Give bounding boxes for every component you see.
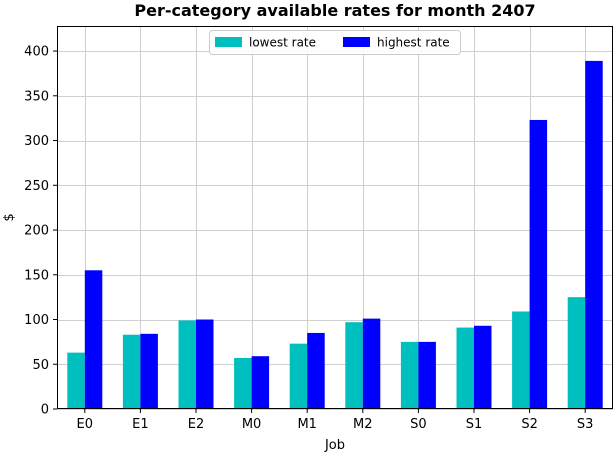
bar-highest-E1 [140, 333, 158, 409]
x-tick-label-E0: E0 [77, 417, 94, 432]
bar-lowest-M0 [234, 357, 252, 409]
x-axis-label: Job [324, 438, 345, 453]
x-tick-label-M0: M0 [242, 417, 262, 432]
y-tick-label-200: 200 [24, 224, 49, 239]
x-axis-ticks: E0 E1 E2 M0 M1 M2 S0 S1 S2 S3 [77, 409, 594, 432]
y-axis-label: $ [2, 213, 17, 221]
legend-label-lowest: lowest rate [249, 36, 316, 50]
y-tick-label-350: 350 [24, 89, 49, 104]
bar-lowest-S3 [567, 297, 586, 409]
y-tick-label-400: 400 [24, 45, 49, 60]
bar-highest-S1 [474, 325, 492, 409]
legend-swatch-highest [343, 37, 370, 47]
x-tick-label-S1: S1 [466, 417, 483, 432]
bar-highest-S3 [585, 60, 603, 409]
chart-title: Per-category available rates for month 2… [134, 1, 535, 20]
x-tick-label-E2: E2 [188, 417, 205, 432]
bar-highest-E2 [196, 319, 214, 409]
x-tick-label-E1: E1 [132, 417, 149, 432]
x-tick-label-S2: S2 [521, 417, 538, 432]
y-tick-label-0: 0 [41, 403, 49, 418]
plot-frame [57, 26, 613, 409]
x-tick-label-M1: M1 [297, 417, 317, 432]
bar-lowest-M2 [345, 322, 363, 409]
y-axis-ticks: 0 50 100 150 200 250 300 350 400 [24, 45, 57, 418]
bars [67, 60, 603, 410]
bar-lowest-S2 [512, 311, 530, 409]
legend: lowest rate highest rate [209, 30, 461, 55]
y-tick-label-100: 100 [24, 313, 49, 328]
bar-highest-M0 [251, 356, 270, 409]
legend-box [209, 30, 461, 55]
y-tick-label-50: 50 [32, 358, 49, 373]
legend-label-highest: highest rate [377, 36, 450, 50]
legend-swatch-lowest [215, 37, 242, 47]
bar-lowest-E1 [122, 334, 141, 409]
bar-lowest-S1 [456, 327, 474, 409]
x-tick-label-M2: M2 [353, 417, 373, 432]
y-tick-label-250: 250 [24, 179, 49, 194]
bar-lowest-M1 [289, 343, 308, 409]
bar-lowest-S0 [400, 341, 419, 409]
y-tick-label-300: 300 [24, 134, 49, 149]
bar-highest-S0 [418, 341, 436, 409]
bar-highest-S2 [529, 119, 548, 410]
y-tick-label-150: 150 [24, 268, 49, 283]
x-tick-label-S0: S0 [410, 417, 427, 432]
x-tick-label-S3: S3 [577, 417, 594, 432]
bar-highest-E0 [84, 270, 103, 409]
bar-lowest-E2 [178, 320, 196, 409]
bar-highest-M2 [362, 318, 381, 409]
bar-lowest-E0 [67, 352, 85, 409]
bar-highest-M1 [307, 332, 325, 409]
